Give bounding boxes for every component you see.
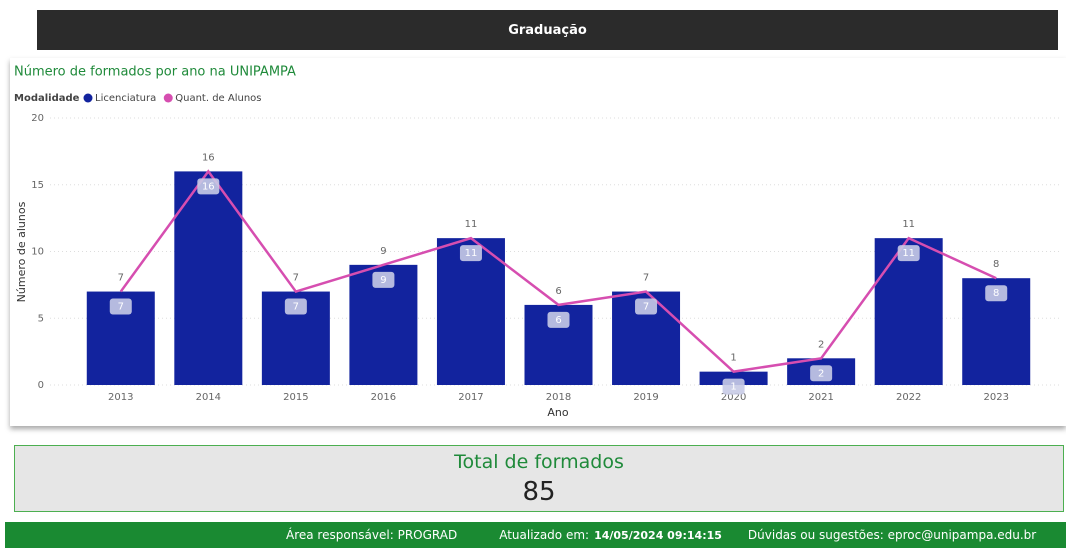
line-data-label: 7 [118, 302, 124, 313]
footer-updated-value: 14/05/2024 09:14:15 [594, 528, 722, 542]
total-value: 85 [522, 477, 556, 507]
bar [699, 371, 768, 385]
header-title: Graduação [508, 22, 587, 38]
line-data-label: 2 [818, 368, 824, 379]
line-label-box [810, 365, 833, 382]
x-tick-label: 2023 [984, 392, 1009, 403]
line-label-box [459, 245, 482, 262]
line-data-label: 9 [380, 275, 386, 286]
footer-contact: Dúvidas ou sugestões: eproc@unipampa.edu… [747, 528, 1037, 542]
chart: Número de formados por ano na UNIPAMPA M… [14, 65, 1060, 419]
y-axis-label: Número de alunos [15, 201, 28, 302]
bar-data-label: 2 [818, 339, 824, 350]
legend-label: Quant. de Alunos [175, 93, 261, 104]
line-label-box [109, 298, 132, 315]
line-label-box [985, 285, 1008, 302]
footer-updated-label: Atualizado em: [499, 528, 590, 542]
x-tick-label: 2015 [283, 392, 308, 403]
x-tick-label: 2018 [546, 392, 571, 403]
footer: Área responsável: PROGRAD Atualizado em:… [5, 522, 1066, 548]
y-tick-label: 10 [31, 247, 44, 258]
bar-data-label: 7 [293, 273, 299, 284]
x-axis-label: Ano [547, 406, 568, 419]
x-tick-label: 2014 [196, 392, 221, 403]
legend-label: Licenciatura [95, 93, 156, 104]
x-tick-label: 2017 [458, 392, 483, 403]
line-label-box [197, 178, 220, 195]
bar-data-label: 7 [643, 273, 649, 284]
line-data-label: 8 [993, 288, 999, 299]
y-tick-label: 20 [31, 113, 44, 124]
line [119, 169, 997, 373]
bar [174, 171, 243, 385]
footer-area: Área responsável: PROGRAD [286, 528, 458, 542]
bar-data-label: 11 [902, 219, 915, 230]
x-tick-label: 2021 [808, 392, 833, 403]
bar-data-label: 7 [118, 273, 124, 284]
x-tick-label: 2020 [721, 392, 746, 403]
y-tick-label: 5 [38, 313, 44, 324]
bar-data-label: 9 [380, 246, 386, 257]
y-tick-label: 15 [31, 180, 44, 191]
bar-data-label: 8 [993, 259, 999, 270]
line-data-label: 11 [902, 248, 915, 259]
bar-data-label: 1 [730, 353, 736, 364]
line-data-label: 7 [643, 302, 649, 313]
line-label-box [284, 298, 307, 315]
x-tick-label: 2022 [896, 392, 921, 403]
line-data-label: 1 [730, 382, 736, 393]
chart-title: Número de formados por ano na UNIPAMPA [14, 65, 296, 80]
legend-marker [163, 93, 173, 103]
legend-marker [83, 93, 93, 103]
bar-data-label: 6 [555, 286, 561, 297]
x-tick-label: 2019 [633, 392, 658, 403]
line-label-box [635, 298, 658, 315]
line-data-label: 16 [202, 181, 215, 192]
y-tick-label: 0 [38, 380, 44, 391]
x-tick-label: 2013 [108, 392, 133, 403]
bar-data-label: 11 [465, 219, 478, 230]
x-tick-label: 2016 [371, 392, 396, 403]
header: Graduação [37, 10, 1058, 50]
line-label-box [547, 311, 570, 328]
line-label-box [722, 378, 745, 395]
bar-data-label: 16 [202, 152, 215, 163]
line-data-label: 11 [465, 248, 478, 259]
total-card: Total de formados 85 [14, 445, 1064, 512]
bar [436, 238, 505, 385]
legend-title: Modalidade [14, 93, 80, 104]
line-data-label: 6 [555, 315, 561, 326]
bar [874, 238, 943, 385]
line-data-label: 7 [293, 302, 299, 313]
total-label: Total de formados [454, 451, 624, 473]
line-label-box [897, 245, 920, 262]
line-label-box [372, 271, 395, 288]
